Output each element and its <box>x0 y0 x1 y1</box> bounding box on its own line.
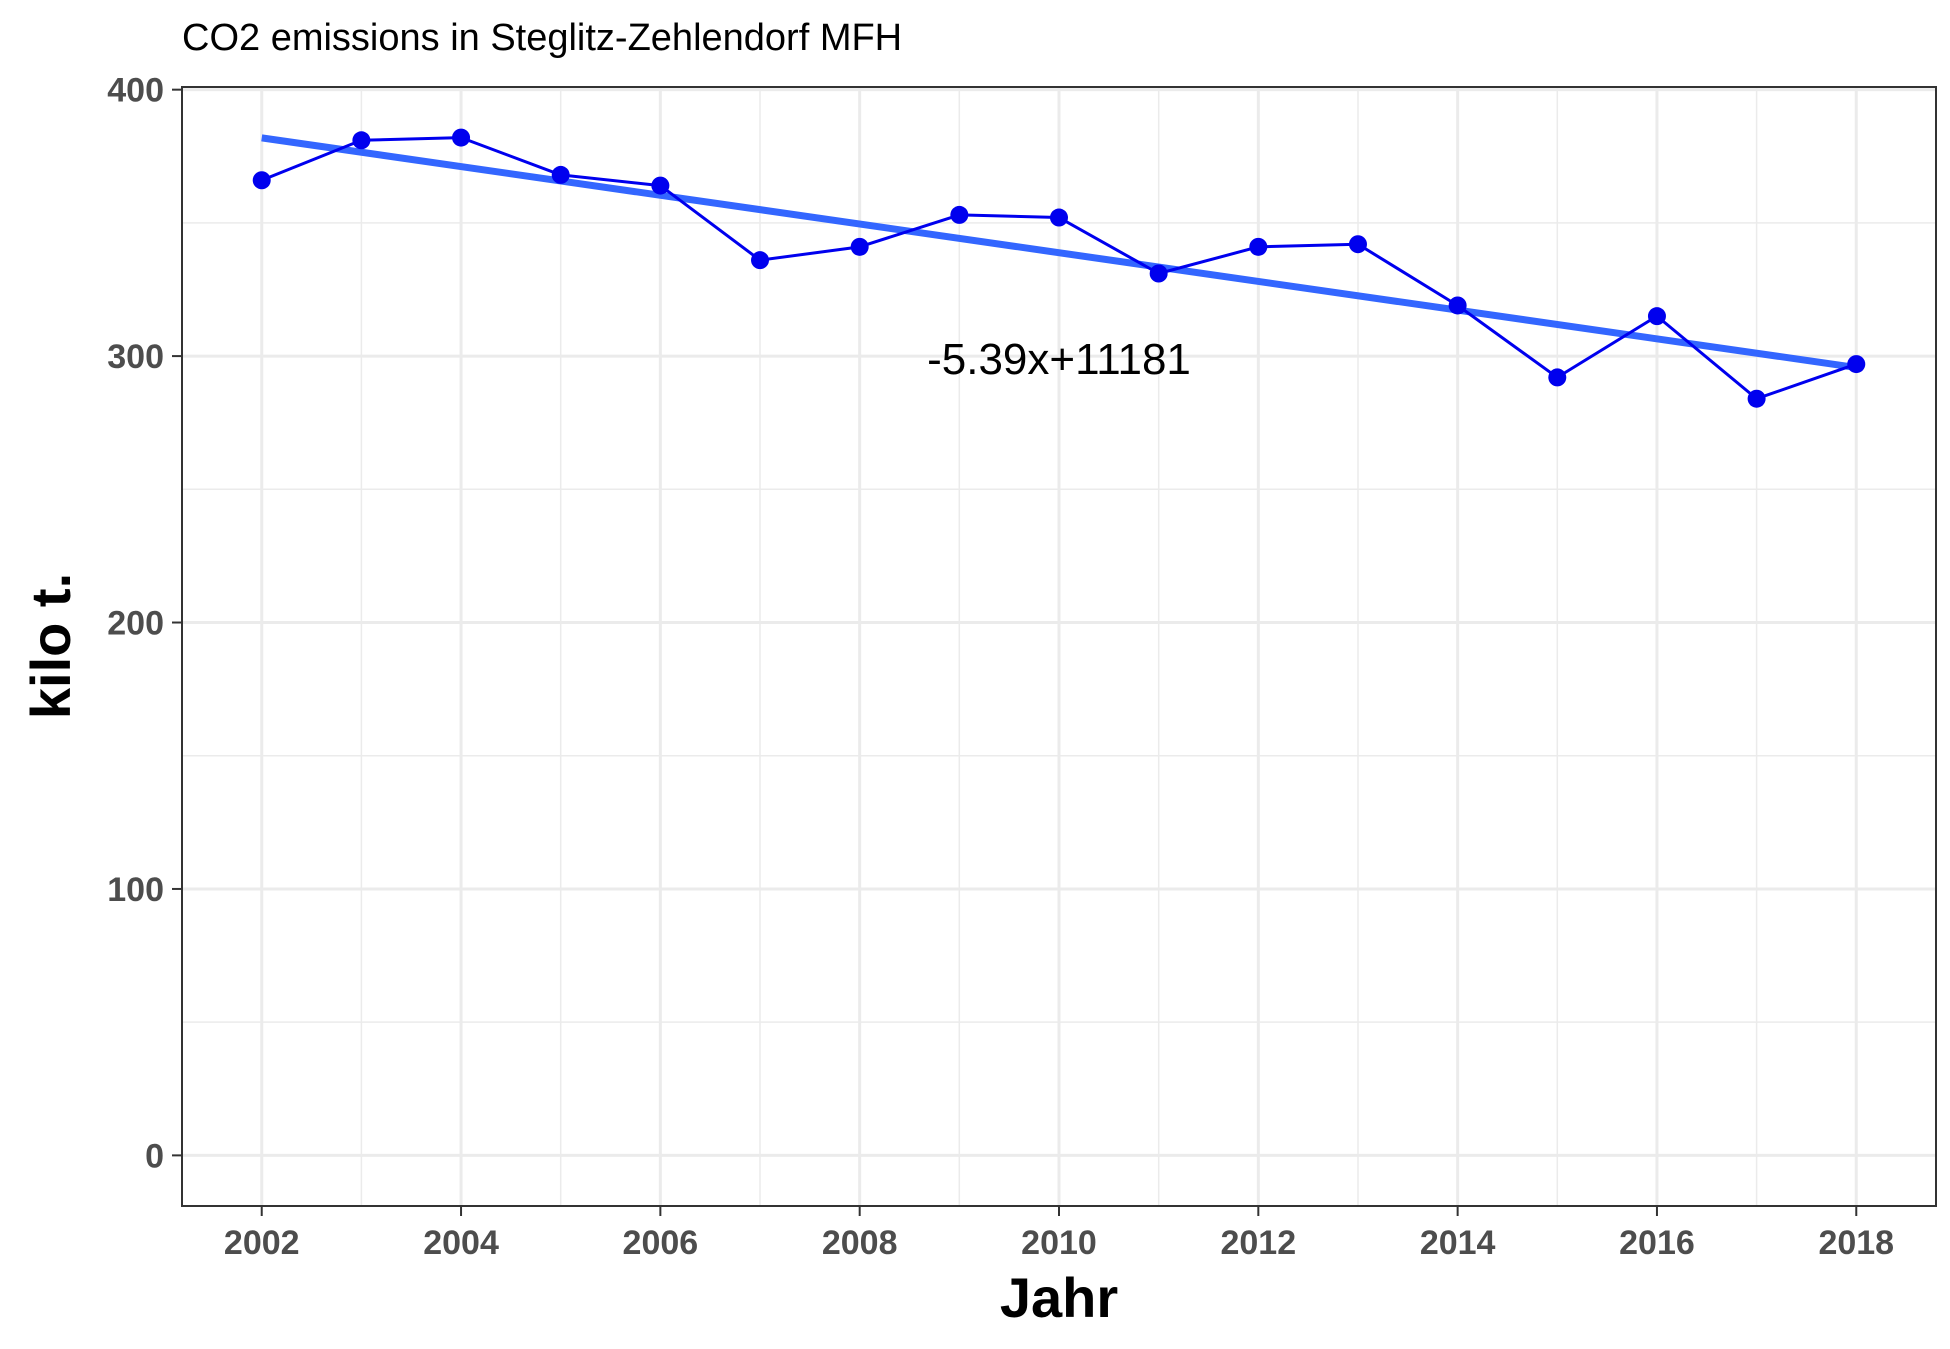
chart-title: CO2 emissions in Steglitz-Zehlendorf MFH <box>182 17 902 59</box>
data-point <box>452 128 471 147</box>
data-point <box>1647 307 1666 326</box>
x-tick-label: 2002 <box>224 1224 300 1262</box>
x-tick-label: 2008 <box>822 1224 898 1262</box>
y-tick-label: 100 <box>107 871 164 909</box>
y-axis-ticks: 0 100 200 300 400 <box>107 72 182 1175</box>
trend-line-group <box>261 134 1857 372</box>
trend-line <box>261 134 1857 372</box>
x-tick-label: 2018 <box>1818 1224 1894 1262</box>
x-tick-label: 2004 <box>423 1224 499 1262</box>
y-tick-label: 0 <box>145 1137 164 1175</box>
x-tick-label: 2016 <box>1619 1224 1695 1262</box>
data-point <box>252 171 271 190</box>
x-axis-ticks: 2002 2004 2006 2008 2010 2012 2014 2016 2018 <box>224 1206 1894 1262</box>
data-point <box>1050 208 1068 227</box>
data-point <box>1249 237 1268 256</box>
x-tick-label: 2014 <box>1420 1224 1496 1262</box>
x-tick-label: 2012 <box>1220 1224 1296 1262</box>
data-point <box>950 205 969 224</box>
data-point <box>751 251 770 270</box>
data-point <box>1348 235 1367 254</box>
data-point <box>651 176 670 195</box>
data-point <box>850 237 869 256</box>
data-point <box>1448 296 1467 315</box>
x-tick-label: 2006 <box>623 1224 699 1262</box>
y-tick-label: 200 <box>107 605 164 643</box>
trend-equation-annotation: -5.39x+11181 <box>927 335 1191 384</box>
data-point <box>551 165 570 184</box>
y-axis-title: kilo t. <box>19 573 82 719</box>
data-point <box>352 131 371 150</box>
y-tick-label: 400 <box>107 72 164 110</box>
data-point <box>1747 389 1766 408</box>
series-group <box>252 128 1866 408</box>
data-point <box>1149 264 1168 283</box>
x-axis-title: Jahr <box>1000 1266 1118 1329</box>
y-tick-label: 300 <box>107 338 164 376</box>
data-point <box>1847 355 1866 374</box>
data-point <box>1548 368 1567 387</box>
x-tick-label: 2010 <box>1021 1224 1097 1262</box>
